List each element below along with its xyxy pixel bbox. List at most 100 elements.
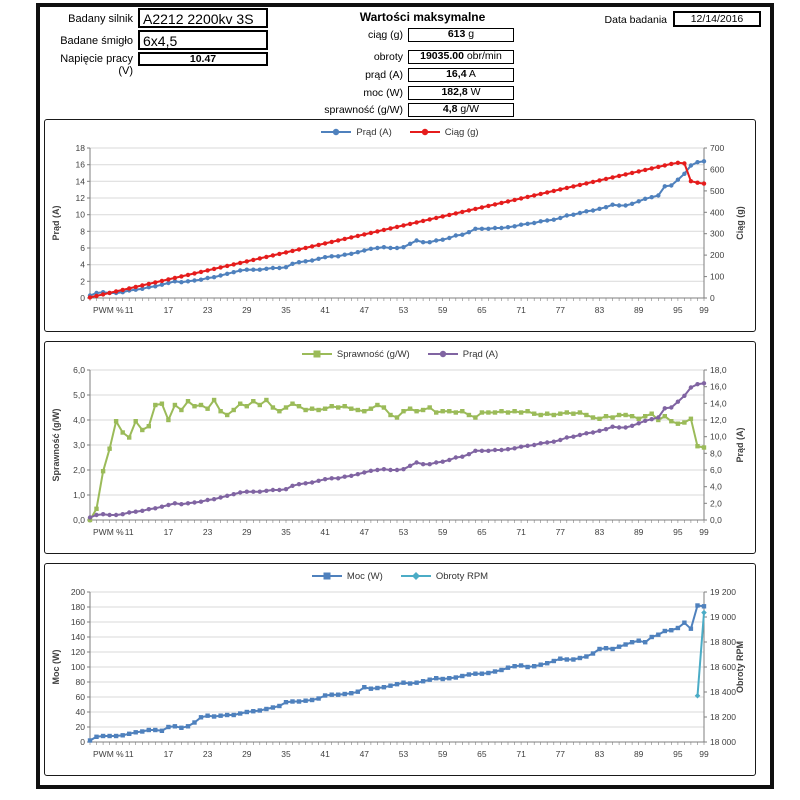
legend-item: Prąd (A) [427, 348, 499, 360]
svg-text:0: 0 [710, 293, 715, 303]
svg-text:12,0: 12,0 [710, 415, 727, 425]
efficiency-max-value[interactable]: 4,8 g/W [408, 103, 514, 117]
legend-label: Ciąg (g) [444, 126, 479, 138]
legend-label: Prąd (A) [462, 348, 499, 360]
svg-text:400: 400 [710, 207, 724, 217]
chart-panel-power-rpm: Moc (W) Obroty RPM 0 20 40 60 80 100 120 140 160 1… [44, 563, 756, 776]
svg-text:300: 300 [710, 229, 724, 239]
svg-text:PWM %: PWM % [93, 749, 124, 759]
svg-text:6: 6 [80, 243, 85, 253]
svg-text:95: 95 [673, 305, 683, 315]
svg-text:65: 65 [477, 527, 487, 537]
svg-text:1,0: 1,0 [73, 490, 85, 500]
svg-text:71: 71 [516, 305, 526, 315]
motor-field-label: Badany silnik [68, 13, 133, 25]
svg-text:4: 4 [80, 260, 85, 270]
legend-item: Ciąg (g) [409, 126, 479, 138]
svg-text:77: 77 [556, 305, 566, 315]
legend-label: Prąd (A) [356, 126, 392, 138]
test-date-label: Data badania [604, 14, 667, 26]
svg-text:95: 95 [673, 749, 683, 759]
svg-text:89: 89 [634, 749, 644, 759]
svg-text:99: 99 [699, 749, 709, 759]
svg-text:600: 600 [710, 164, 724, 174]
svg-text:99: 99 [699, 305, 709, 315]
svg-text:29: 29 [242, 749, 252, 759]
current-max-label: prąd (A) [365, 69, 403, 81]
svg-text:83: 83 [595, 305, 605, 315]
svg-text:16,0: 16,0 [710, 382, 727, 392]
thrust-max-label: ciąg (g) [367, 29, 403, 41]
svg-text:23: 23 [203, 527, 213, 537]
svg-text:PWM %: PWM % [93, 527, 124, 537]
svg-text:29: 29 [242, 305, 252, 315]
svg-text:160: 160 [71, 617, 85, 627]
propeller-field-value[interactable]: 6x4,5 [138, 30, 268, 50]
svg-text:8,0: 8,0 [710, 448, 722, 458]
svg-text:4,0: 4,0 [73, 415, 85, 425]
svg-text:65: 65 [477, 749, 487, 759]
chart-legend: Prąd (A) Ciąg (g) [45, 122, 755, 142]
svg-text:18 000: 18 000 [710, 737, 736, 747]
svg-text:89: 89 [634, 527, 644, 537]
svg-text:19 200: 19 200 [710, 587, 736, 597]
rpm-max-value[interactable]: 19035.00 obr/min [408, 50, 514, 64]
test-date-value[interactable]: 12/14/2016 [673, 11, 761, 27]
svg-text:14,0: 14,0 [710, 398, 727, 408]
current-max-value[interactable]: 16,4 A [408, 68, 514, 82]
svg-text:47: 47 [360, 305, 370, 315]
chart-panels: Prąd (A) Ciąg (g) 0 2 4 6 8 10 12 14 16 18 0 100 200 3… [44, 119, 756, 785]
svg-text:18: 18 [76, 143, 86, 153]
svg-text:0,0: 0,0 [73, 515, 85, 525]
svg-text:11: 11 [125, 305, 134, 315]
svg-text:200: 200 [710, 250, 724, 260]
svg-text:95: 95 [673, 527, 683, 537]
svg-text:14: 14 [76, 176, 86, 186]
svg-text:59: 59 [438, 305, 448, 315]
svg-text:500: 500 [710, 186, 724, 196]
propeller-field-label: Badane śmigło [60, 35, 133, 47]
legend-item: Sprawność (g/W) [301, 349, 410, 360]
svg-text:18,0: 18,0 [710, 365, 727, 375]
svg-text:16: 16 [76, 160, 86, 170]
voltage-field-value[interactable]: 10.47 [138, 52, 268, 66]
svg-text:200: 200 [71, 587, 85, 597]
thrust-max-value[interactable]: 613 g [408, 28, 514, 42]
svg-text:99: 99 [699, 527, 709, 537]
svg-text:20: 20 [76, 722, 86, 732]
svg-text:23: 23 [203, 305, 213, 315]
svg-text:4,0: 4,0 [710, 482, 722, 492]
svg-text:Prąd (A): Prąd (A) [735, 427, 745, 462]
svg-text:0,0: 0,0 [710, 515, 722, 525]
svg-text:17: 17 [164, 749, 174, 759]
svg-text:5,0: 5,0 [73, 390, 85, 400]
legend-label: Moc (W) [346, 570, 383, 582]
svg-text:0: 0 [80, 293, 85, 303]
legend-marker-icon [311, 572, 342, 580]
svg-text:100: 100 [710, 272, 724, 282]
svg-text:77: 77 [556, 527, 566, 537]
svg-text:71: 71 [516, 527, 526, 537]
svg-text:6,0: 6,0 [710, 465, 722, 475]
chart-efficiency-vs-current: 0,0 1,0 2,0 3,0 4,0 5,0 6,0 0,0 2,0 4,0 6,0 8,0 10,0… [48, 364, 752, 550]
legend-item: Moc (W) [311, 570, 383, 582]
svg-text:120: 120 [71, 647, 85, 657]
legend-marker-icon [427, 350, 458, 358]
report-document: Badany silnik A2212 2200kv 3S Badane śmi… [36, 3, 774, 789]
chart-current-vs-thrust: 0 2 4 6 8 10 12 14 16 18 0 100 200 300 400 500 600 700 11 1… [48, 142, 752, 328]
svg-text:Obroty RPM: Obroty RPM [735, 641, 745, 693]
motor-field-value[interactable]: A2212 2200kv 3S [138, 8, 268, 28]
svg-text:71: 71 [516, 749, 526, 759]
svg-text:60: 60 [76, 692, 86, 702]
svg-text:0: 0 [80, 737, 85, 747]
power-max-label: moc (W) [363, 87, 403, 99]
svg-text:18 200: 18 200 [710, 712, 736, 722]
legend-marker-icon [409, 128, 440, 136]
rpm-max-label: obroty [373, 51, 403, 63]
svg-text:3,0: 3,0 [73, 440, 85, 450]
voltage-field-label: Napięcie pracy (V) [60, 53, 133, 77]
svg-text:23: 23 [203, 749, 213, 759]
svg-text:8: 8 [80, 226, 85, 236]
power-max-value[interactable]: 182,8 W [408, 86, 514, 100]
